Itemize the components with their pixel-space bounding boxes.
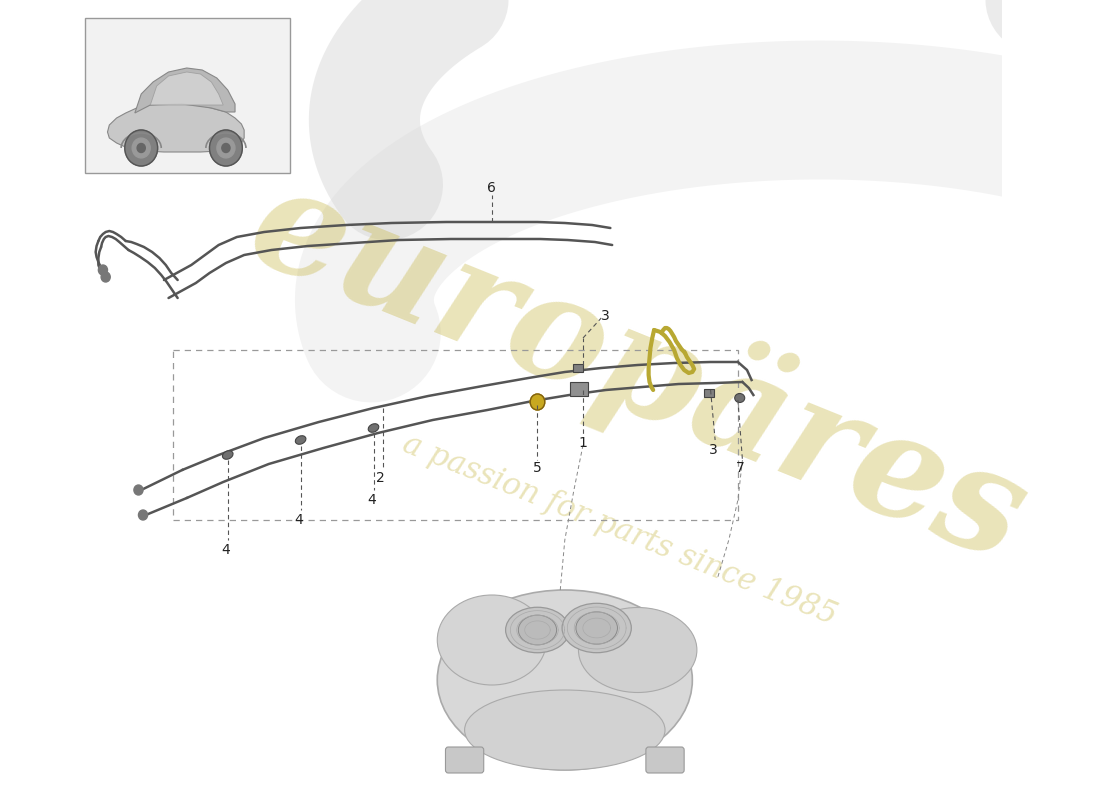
Ellipse shape — [562, 603, 631, 653]
Polygon shape — [108, 104, 244, 152]
Bar — [85, 18, 289, 173]
Text: 7: 7 — [736, 461, 745, 475]
Text: 4: 4 — [221, 543, 230, 557]
Circle shape — [530, 394, 544, 410]
Text: 5: 5 — [534, 461, 542, 475]
Text: europäres: europäres — [230, 149, 1046, 591]
Text: 3: 3 — [602, 309, 610, 323]
Ellipse shape — [222, 450, 233, 459]
Circle shape — [101, 272, 110, 282]
Circle shape — [138, 143, 145, 153]
Ellipse shape — [576, 612, 617, 644]
Text: 6: 6 — [487, 181, 496, 195]
Circle shape — [134, 485, 143, 495]
Ellipse shape — [735, 394, 745, 402]
Circle shape — [98, 265, 108, 275]
Ellipse shape — [579, 607, 697, 693]
Circle shape — [124, 130, 157, 166]
Text: 2: 2 — [376, 471, 385, 485]
FancyBboxPatch shape — [570, 382, 589, 396]
Text: 3: 3 — [708, 443, 717, 457]
Text: 1: 1 — [579, 436, 587, 450]
FancyBboxPatch shape — [646, 747, 684, 773]
Text: 4: 4 — [367, 493, 376, 507]
Circle shape — [139, 510, 147, 520]
Ellipse shape — [438, 590, 692, 770]
Circle shape — [217, 138, 235, 158]
FancyBboxPatch shape — [446, 747, 484, 773]
Polygon shape — [135, 68, 235, 113]
Bar — [704, 389, 714, 397]
Text: a passion for parts since 1985: a passion for parts since 1985 — [398, 429, 842, 631]
Ellipse shape — [368, 424, 378, 432]
Bar — [173, 350, 738, 520]
Ellipse shape — [506, 607, 570, 653]
Text: 4: 4 — [295, 513, 304, 527]
Ellipse shape — [438, 595, 547, 685]
Ellipse shape — [518, 615, 557, 645]
Circle shape — [132, 138, 151, 158]
Circle shape — [222, 143, 230, 153]
Polygon shape — [151, 72, 223, 105]
Circle shape — [209, 130, 242, 166]
Ellipse shape — [295, 436, 306, 444]
Bar — [573, 364, 583, 372]
Ellipse shape — [464, 690, 666, 770]
